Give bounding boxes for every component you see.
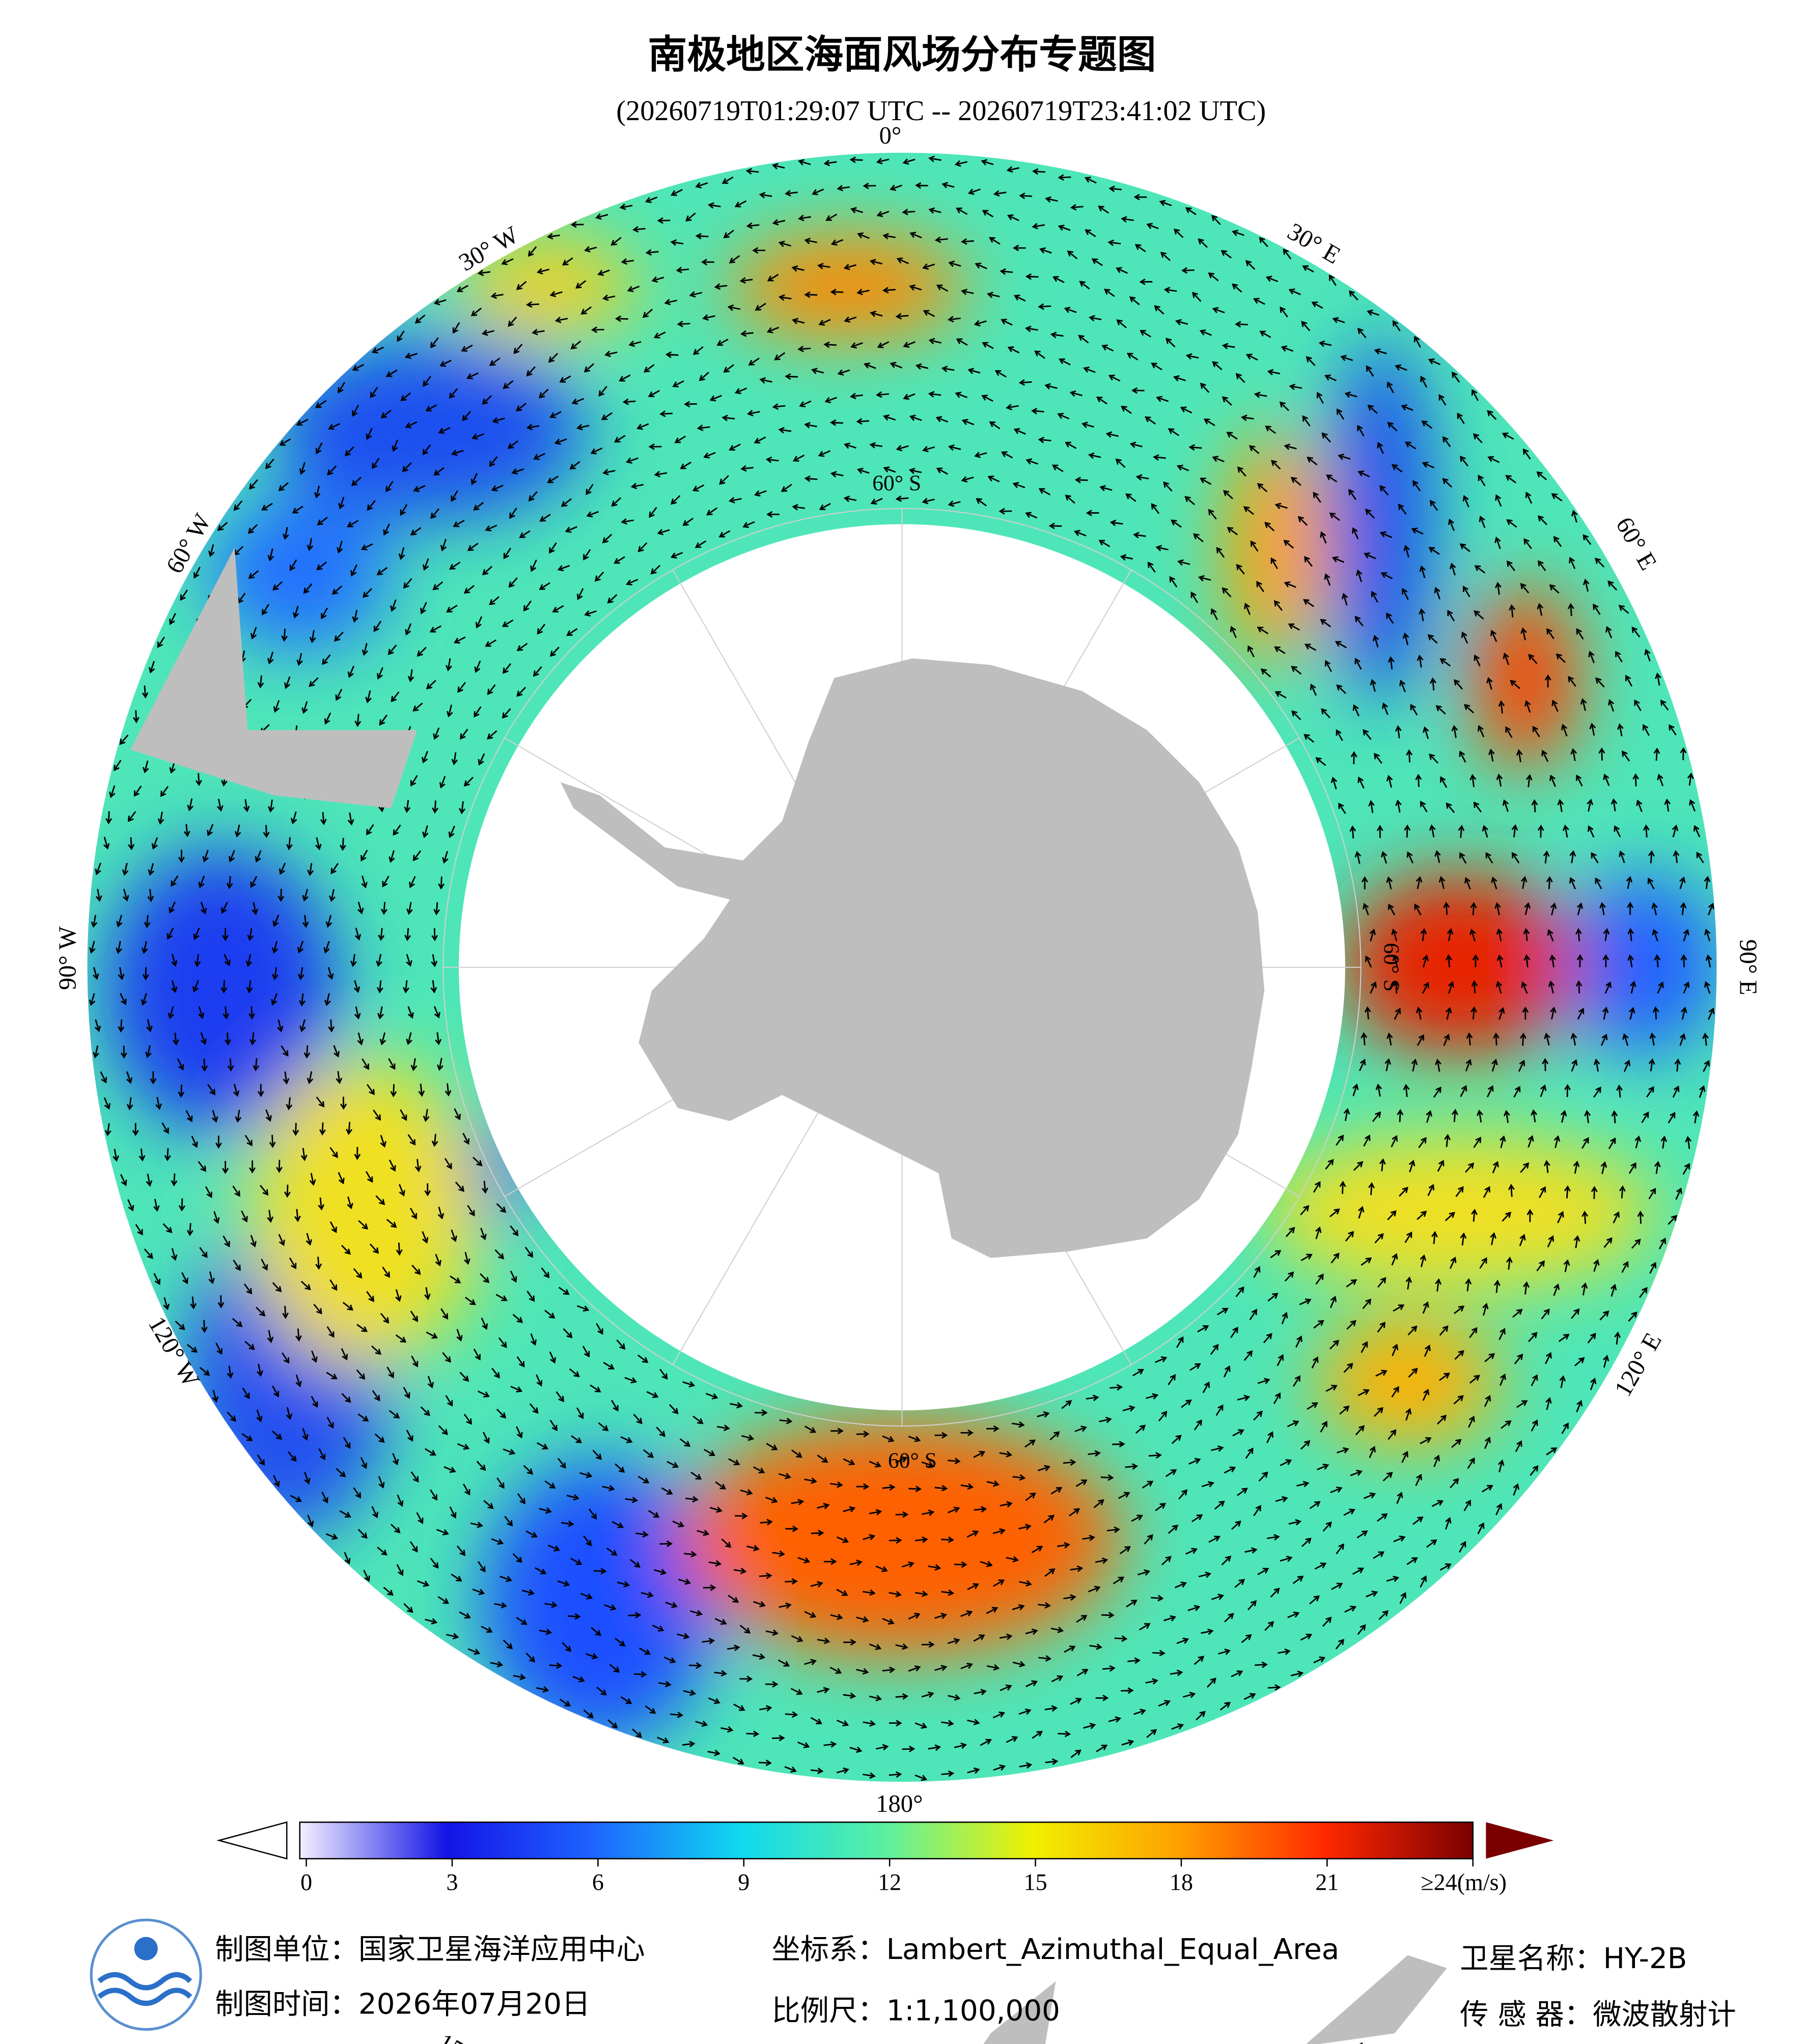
- colorbar-tick-label: ≥24(m/s): [1421, 1869, 1507, 1895]
- logo: [90, 1918, 202, 2031]
- footer-projection: 坐标系：Lambert_Azimuthal_Equal_Area: [772, 1933, 1340, 1966]
- footer-unit: 制图单位：国家卫星海洋应用中心: [215, 1933, 645, 1966]
- latitude-label: 60° S: [888, 1448, 937, 1473]
- longitude-label: 0°: [879, 122, 902, 149]
- new-zealand-australia: [983, 1955, 1447, 2044]
- colorbar-tick-label: 12: [878, 1869, 901, 1895]
- antarctica: [560, 658, 1265, 1258]
- colorbar-tick-label: 21: [1315, 1869, 1339, 1895]
- colorbar-tick-label: 18: [1170, 1869, 1193, 1895]
- wind-arrows: [89, 155, 1715, 1781]
- footer-sensor: 传 感 器：微波散射计: [1460, 1998, 1736, 2031]
- colorbar-tick-label: 6: [592, 1869, 604, 1895]
- longitude-label: 180°: [876, 1790, 923, 1817]
- subtitle: (20260719T01:29:07 UTC -- 20260719T23:41…: [616, 95, 1266, 127]
- title: 南极地区海面风场分布专题图: [648, 33, 1156, 78]
- south-america: [130, 547, 418, 808]
- colorbar-tick-label: 15: [1024, 1869, 1047, 1895]
- footer-date: 制图时间：2026年07月20日: [215, 1988, 590, 2021]
- footer-scale: 比例尺：1:1,100,000: [772, 1994, 1061, 2027]
- footer: 制图单位：国家卫星海洋应用中心 制图时间：2026年07月20日 坐标系：Lam…: [215, 1933, 1736, 2031]
- colorbar-tick-label: 3: [446, 1869, 458, 1895]
- colorbar: 0 3 6 9 12 15 18 21 ≥24(m/s): [216, 1821, 1554, 1895]
- latitude-label: 60° S: [872, 471, 921, 495]
- colorbar-bar: [299, 1822, 1474, 1860]
- colorbar-low-arrow: [216, 1821, 288, 1860]
- longitude-label: 90° W: [53, 926, 81, 990]
- colorbar-tick-label: 9: [738, 1869, 750, 1895]
- colorbar-high-arrow: [1486, 1822, 1554, 1859]
- footer-satellite: 卫星名称：HY-2B: [1460, 1942, 1687, 1975]
- latitude-label: 60° S: [1379, 943, 1404, 992]
- longitude-label: 90° E: [1735, 939, 1762, 995]
- colorbar-tick-label: 0: [300, 1869, 312, 1895]
